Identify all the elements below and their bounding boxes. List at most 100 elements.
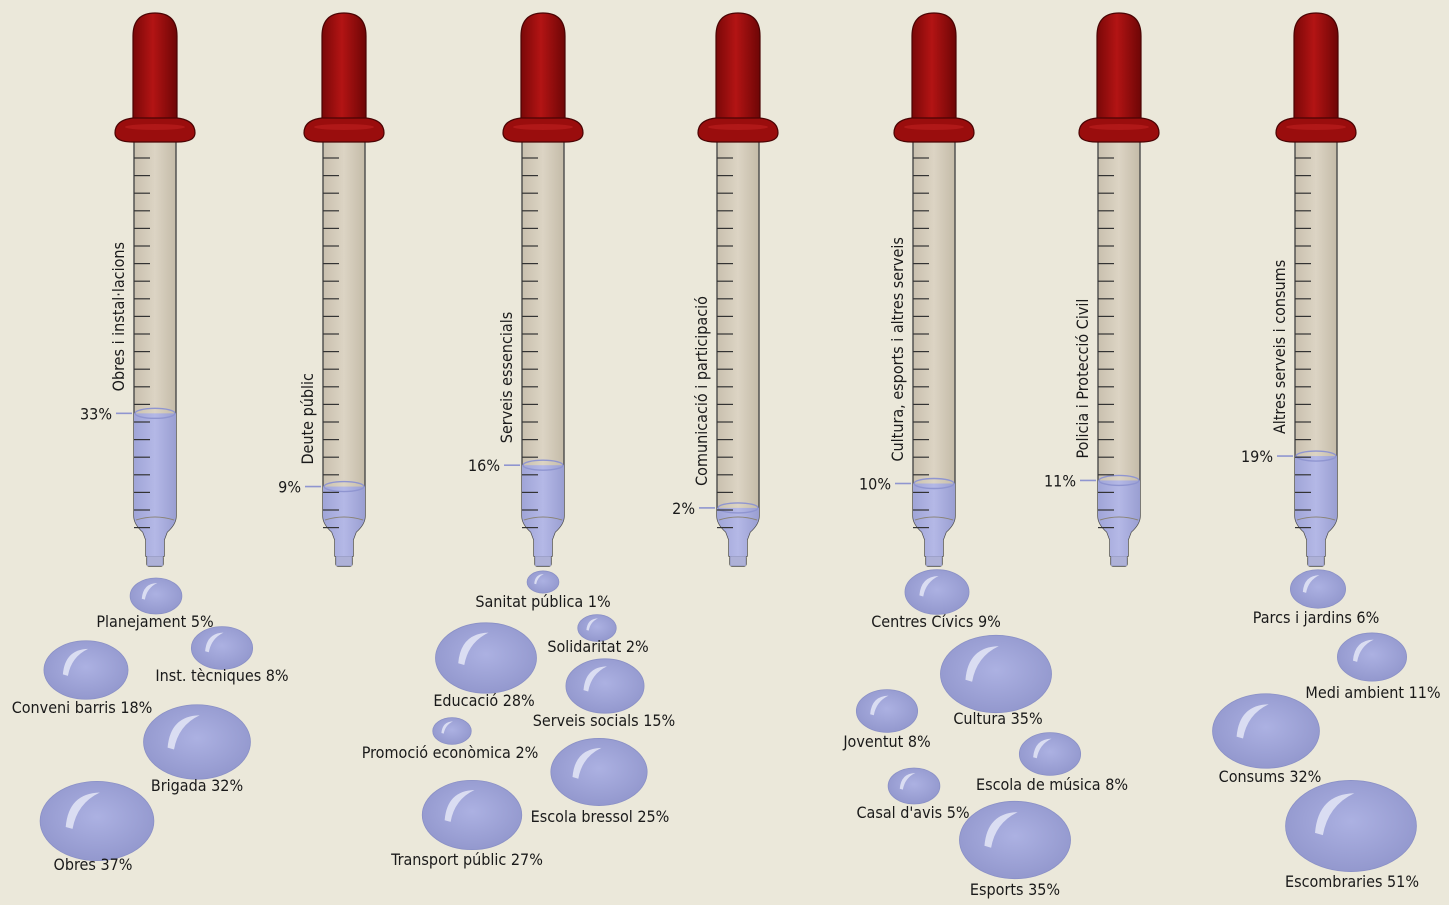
drop-shape [1290, 569, 1346, 609]
tube-bottom-line [324, 516, 364, 521]
drop-label: Esports 35% [970, 880, 1060, 899]
drop-consums-32: Consums 32% [1212, 693, 1322, 786]
drop-shape [421, 779, 523, 851]
liquid-fill [1295, 456, 1337, 556]
drop-highlight [583, 666, 607, 692]
drop-escola-bressol-25: Escola bressol 25% [531, 738, 670, 826]
dropper-policia-i-proteccio-civil: 11% Policia i Protecció Civil [1044, 12, 1160, 567]
dropper-serveis-essencials: 16% Serveis essencials [468, 12, 584, 567]
value-label: 11% [1044, 471, 1076, 490]
dropper-cultura-esports-i-altres-serveis: 10% Cultura, esports i altres serveis [859, 12, 975, 567]
drop-highlight [1302, 575, 1320, 593]
liquid-tip [336, 556, 352, 566]
drop-shape [43, 640, 129, 700]
drop-shape [565, 658, 645, 714]
dropper-comunicacio-i-participacio: 2% Comunicació i participació [672, 12, 779, 567]
drop-highlight [141, 583, 158, 600]
drop-solidaritat-2: Solidaritat 2% [547, 614, 649, 656]
drop-serveis-socials-15: Serveis socials 15% [533, 658, 675, 730]
category-label: Obres i instal·lacions [109, 242, 128, 391]
tube-bottom-line [523, 516, 563, 521]
tube-bottom-line [1099, 516, 1139, 521]
value-label: 33% [80, 404, 112, 423]
category-label: Policia i Protecció Civil [1073, 299, 1092, 459]
drop-shape [855, 689, 919, 733]
drop-highlight [441, 721, 453, 734]
drop-label: Parcs i jardins 6% [1253, 608, 1380, 627]
drop-highlight [444, 790, 475, 822]
drop-label: Brigada 32% [151, 776, 243, 795]
drop-label: Escola bressol 25% [531, 807, 670, 826]
drop-highlight [534, 574, 544, 585]
drop-highlight [899, 773, 916, 790]
drop-medi-ambient-11: Medi ambient 11% [1305, 632, 1441, 702]
drop-cultura-35: Cultura 35% [940, 634, 1052, 728]
category-label: Comunicació i participació [692, 296, 711, 486]
drop-shape [1018, 732, 1082, 776]
collar-highlight [125, 124, 185, 130]
value-label: 9% [278, 478, 301, 497]
value-label: 2% [672, 499, 695, 518]
dropper-bulb [520, 12, 566, 125]
drop-planejament-5: Planejament 5% [96, 577, 214, 631]
drop-shape [526, 570, 560, 594]
drop-esports-35: Esports 35% [959, 800, 1071, 899]
drop-shape [143, 704, 251, 780]
tube-bottom-line [914, 516, 954, 521]
liquid-fill [522, 465, 564, 556]
dropper-bulb [132, 12, 178, 125]
drop-highlight [1315, 793, 1355, 836]
drop-highlight [572, 747, 602, 779]
drop-highlight [965, 646, 999, 682]
collar-highlight [314, 124, 374, 130]
liquid-tip [147, 556, 163, 566]
drop-label: Promoció econòmica 2% [362, 743, 539, 762]
drop-shape [1285, 780, 1417, 872]
drop-label: Educació 28% [433, 691, 534, 710]
collar-highlight [904, 124, 964, 130]
collar-highlight [513, 124, 573, 130]
drop-shape [887, 767, 941, 805]
dropper-obres-i-instal-lacions: 33% Obres i instal·lacions [80, 12, 196, 567]
value-label: 19% [1241, 447, 1273, 466]
drop-label: Obres 37% [54, 855, 133, 874]
drop-label: Consums 32% [1219, 767, 1322, 786]
liquid-surface [134, 407, 176, 420]
drop-highlight [65, 792, 100, 829]
dropper-bulb [321, 12, 367, 125]
drop-highlight [205, 632, 224, 653]
drop-highlight [1236, 704, 1269, 739]
category-label: Deute públic [298, 373, 317, 465]
liquid-surface [522, 459, 564, 471]
drop-highlight [870, 695, 889, 716]
category-label: Serveis essencials [497, 312, 516, 443]
drop-obres-37: Obres 37% [39, 780, 155, 874]
dropper-bulb [911, 12, 957, 125]
drop-label: Planejament 5% [96, 612, 213, 631]
category-label: Cultura, esports i altres serveis [888, 237, 907, 461]
drop-highlight [984, 812, 1018, 848]
liquid-surface [717, 502, 759, 514]
drop-educacio-28: Educació 28% [433, 622, 537, 710]
drop-escola-de-musica-8: Escola de música 8% [976, 732, 1128, 794]
drop-shape [959, 800, 1071, 880]
drop-transport-public-27: Transport públic 27% [390, 779, 543, 869]
drop-shape [1337, 632, 1407, 682]
collar-highlight [1286, 124, 1346, 130]
drop-label: Joventut 8% [842, 732, 930, 751]
liquid-surface [1295, 450, 1337, 462]
tube-bottom-line [718, 516, 758, 521]
drop-label: Centres Cívics 9% [871, 612, 1001, 631]
drop-shape [940, 634, 1052, 714]
liquid-fill [134, 413, 176, 556]
drop-promocio-economica-2: Promoció econòmica 2% [362, 717, 539, 762]
drop-brigada-32: Brigada 32% [143, 704, 251, 795]
liquid-tip [926, 556, 942, 566]
dropper-bulb [1096, 12, 1142, 125]
dropper-deute-public: 9% Deute públic [278, 12, 385, 567]
drop-joventut-8: Joventut 8% [842, 689, 931, 751]
drop-shape [432, 717, 472, 745]
drop-highlight [1352, 639, 1374, 662]
value-label: 16% [468, 456, 500, 475]
